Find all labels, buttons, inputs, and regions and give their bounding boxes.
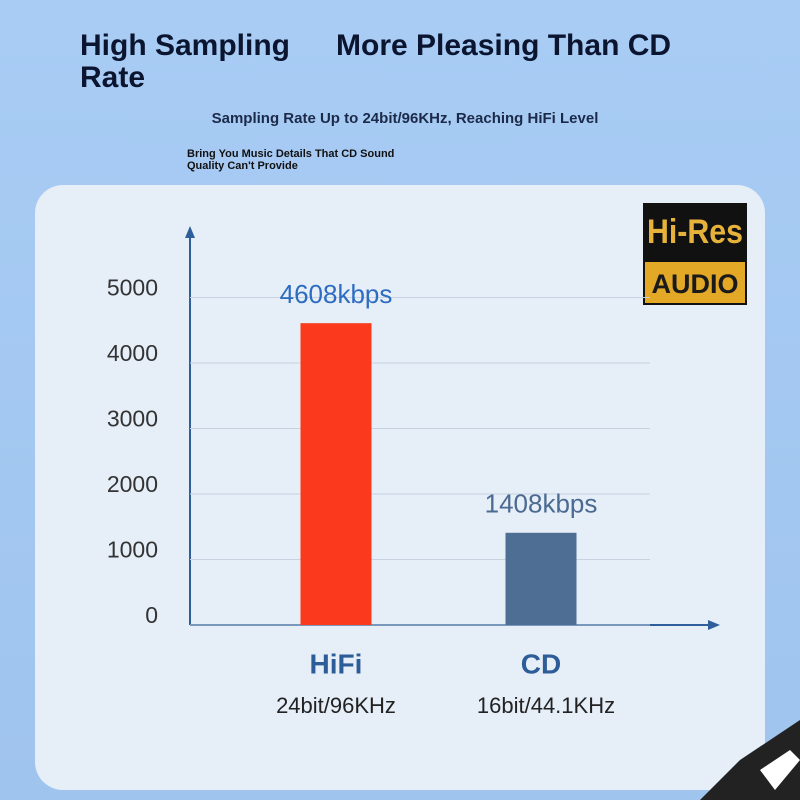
logo-bottom: AUDIO xyxy=(652,269,739,299)
y-tick-label: 3000 xyxy=(107,406,158,432)
x-tick-label: CD xyxy=(521,648,561,679)
hi-res-logo: Hi-Res AUDIO xyxy=(643,203,747,305)
x-axis-arrow xyxy=(708,620,720,630)
subtitle: Sampling Rate Up to 24bit/96KHz, Reachin… xyxy=(211,110,599,127)
x-tick-label: HiFi xyxy=(310,648,363,679)
y-tick-label: 4000 xyxy=(107,340,158,366)
bar xyxy=(505,532,577,625)
title-right: More Pleasing Than CD xyxy=(336,29,672,62)
y-tick-label: 1000 xyxy=(107,537,158,563)
logo-band xyxy=(645,262,745,303)
card xyxy=(35,185,765,790)
bar xyxy=(300,323,372,625)
value-label: 4608kbps xyxy=(280,279,393,309)
x-tick-sublabel: 24bit/96KHz xyxy=(276,693,396,718)
logo-top: Hi-Res xyxy=(647,213,743,251)
y-tick-label: 5000 xyxy=(107,275,158,301)
y-axis-arrow xyxy=(185,226,195,238)
note: Bring You Music Details That CD Sound Qu… xyxy=(187,148,395,172)
value-label: 1408kbps xyxy=(485,489,598,519)
y-tick-label: 0 xyxy=(145,602,158,628)
title: High Sampling Rate xyxy=(80,29,290,94)
piano-decoration xyxy=(700,720,800,800)
y-tick-label: 2000 xyxy=(107,471,158,497)
x-tick-sublabel: 16bit/44.1KHz xyxy=(477,693,615,718)
